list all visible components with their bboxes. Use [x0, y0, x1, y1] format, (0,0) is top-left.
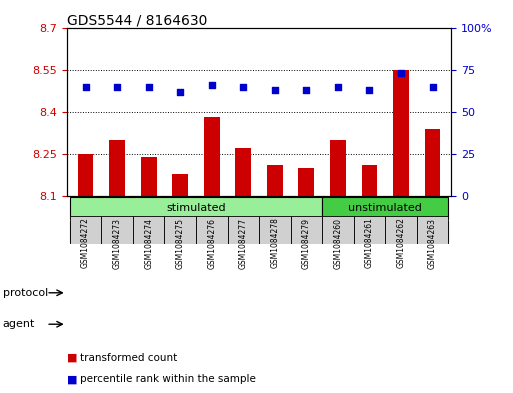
FancyBboxPatch shape [353, 216, 385, 244]
Text: GSM1084261: GSM1084261 [365, 218, 374, 268]
Text: GSM1084279: GSM1084279 [302, 218, 311, 268]
FancyBboxPatch shape [322, 221, 448, 242]
Bar [141, 157, 156, 196]
FancyBboxPatch shape [165, 216, 196, 244]
Text: stimulated: stimulated [166, 203, 226, 213]
Bar [330, 140, 346, 196]
Bar [362, 165, 378, 196]
FancyBboxPatch shape [385, 216, 417, 244]
Text: ■: ■ [67, 353, 77, 363]
Point [334, 83, 342, 90]
Bar [235, 149, 251, 196]
FancyBboxPatch shape [322, 216, 353, 244]
FancyBboxPatch shape [196, 216, 228, 244]
FancyBboxPatch shape [290, 216, 322, 244]
Text: edelfosine: edelfosine [230, 227, 288, 237]
FancyBboxPatch shape [259, 216, 290, 244]
Text: GSM1084273: GSM1084273 [113, 218, 122, 268]
Text: GSM1084276: GSM1084276 [207, 218, 216, 268]
Text: percentile rank within the sample: percentile rank within the sample [80, 374, 255, 384]
Text: ■: ■ [67, 374, 77, 384]
Text: GDS5544 / 8164630: GDS5544 / 8164630 [67, 14, 207, 28]
Text: GSM1084275: GSM1084275 [176, 218, 185, 268]
Text: GSM1084262: GSM1084262 [397, 218, 405, 268]
Text: GSM1084263: GSM1084263 [428, 218, 437, 268]
Bar [204, 118, 220, 196]
FancyBboxPatch shape [102, 216, 133, 244]
Point [428, 83, 437, 90]
FancyBboxPatch shape [133, 216, 165, 244]
Point [82, 83, 90, 90]
Bar [299, 168, 314, 196]
Text: GSM1084272: GSM1084272 [81, 218, 90, 268]
FancyBboxPatch shape [228, 216, 259, 244]
FancyBboxPatch shape [70, 216, 102, 244]
Bar [425, 129, 440, 196]
Point [365, 87, 373, 93]
Bar [172, 174, 188, 196]
Point [397, 70, 405, 76]
Text: GSM1084274: GSM1084274 [144, 218, 153, 268]
FancyBboxPatch shape [70, 221, 196, 242]
Point [208, 82, 216, 88]
FancyBboxPatch shape [196, 221, 322, 242]
Point [113, 83, 121, 90]
Point [302, 87, 310, 93]
FancyBboxPatch shape [322, 197, 448, 219]
Bar [393, 70, 409, 196]
Bar [267, 165, 283, 196]
FancyBboxPatch shape [70, 197, 322, 219]
Point [176, 88, 184, 95]
Point [239, 83, 247, 90]
FancyBboxPatch shape [417, 216, 448, 244]
Point [145, 83, 153, 90]
Text: GSM1084278: GSM1084278 [270, 218, 280, 268]
Text: GSM1084277: GSM1084277 [239, 218, 248, 268]
Point [271, 87, 279, 93]
Text: control: control [113, 227, 152, 237]
Text: control: control [366, 227, 405, 237]
Text: agent: agent [3, 319, 35, 329]
Text: transformed count: transformed count [80, 353, 177, 363]
Text: GSM1084260: GSM1084260 [333, 218, 342, 268]
Bar [109, 140, 125, 196]
Text: unstimulated: unstimulated [348, 203, 422, 213]
Bar [78, 154, 93, 196]
Text: protocol: protocol [3, 288, 48, 298]
